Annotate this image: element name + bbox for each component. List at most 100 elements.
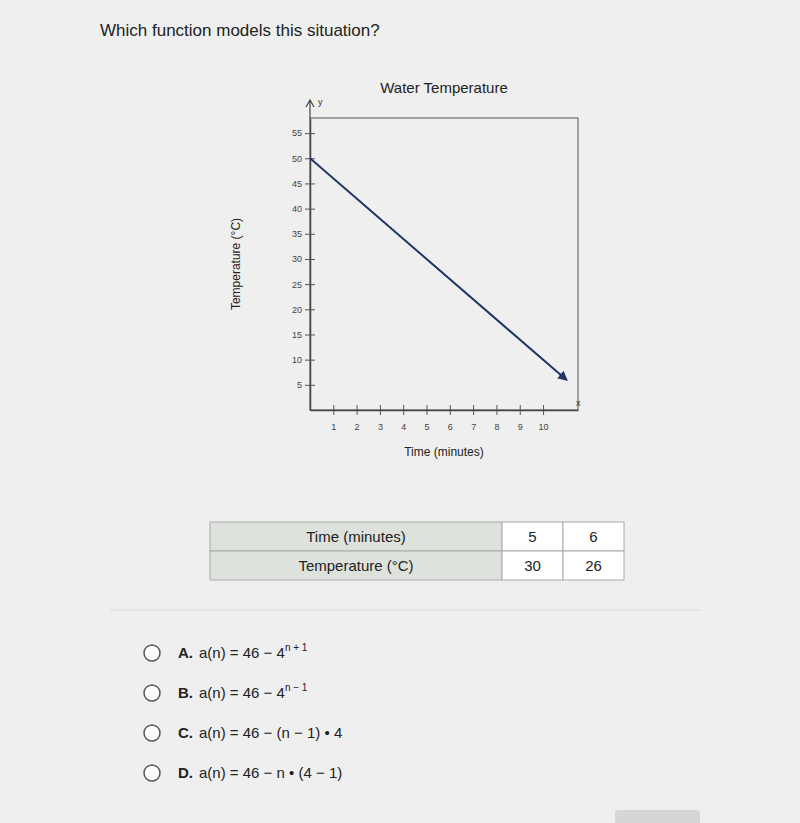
table-text: Temperature (°C) (298, 557, 413, 574)
option-expression: a(n) = 46 − 4 (199, 684, 285, 701)
x-tick-mark (403, 405, 404, 415)
radio-button[interactable] (144, 765, 160, 781)
y-tick: 45 (292, 179, 315, 189)
option-letter: C. (178, 724, 193, 741)
x-tick-mark (380, 405, 381, 415)
option-letter: B. (178, 684, 193, 701)
x-tick-mark (473, 405, 474, 415)
x-tick-mark (333, 405, 334, 415)
y-tick-mark (305, 234, 315, 235)
y-axis-title: Temperature (°C) (229, 218, 243, 310)
radio-button[interactable] (144, 685, 160, 701)
table-cell (210, 522, 502, 551)
option-text[interactable]: D.a(n) = 46 − n • (4 − 1) (178, 764, 342, 781)
option: A.a(n) = 46 − 4n + 1 (144, 642, 308, 661)
y-tick-mark (305, 209, 315, 210)
x-tick-label: 1 (331, 422, 336, 432)
table-text: 26 (585, 557, 602, 574)
y-tick-label: 15 (292, 330, 302, 340)
x-tick-label: 7 (471, 422, 476, 432)
x-tick: 10 (539, 405, 549, 432)
page: Which function models this situation?Wat… (0, 0, 800, 823)
y-tick-mark (305, 259, 315, 260)
axis-letter: y (318, 97, 323, 107)
y-tick-mark (305, 284, 315, 285)
x-tick-label: 8 (494, 422, 499, 432)
option-exponent: n − 1 (285, 682, 308, 693)
y-tick: 10 (292, 355, 315, 365)
y-tick-label: 35 (292, 229, 302, 239)
x-tick-label: 5 (425, 422, 430, 432)
table-text: Time (minutes) (306, 528, 405, 545)
y-tick-mark (305, 183, 315, 184)
y-tick: 15 (292, 330, 315, 340)
x-tick-mark (450, 405, 451, 415)
table: Time (minutes)56Temperature (°C)3026 (210, 522, 624, 580)
x-tick: 4 (401, 405, 406, 432)
x-tick: 7 (471, 405, 476, 432)
plot-area (310, 158, 566, 380)
x-tick-mark (357, 405, 358, 415)
x-tick: 1 (331, 405, 336, 432)
option-expression: a(n) = 46 − (n − 1) • 4 (199, 724, 342, 741)
table-cell (502, 522, 563, 551)
x-tick: 3 (378, 405, 383, 432)
x-tick: 5 (425, 405, 430, 432)
button[interactable] (615, 810, 700, 823)
x-tick: 9 (518, 405, 523, 432)
y-tick-label: 25 (292, 280, 302, 290)
option-text[interactable]: A.a(n) = 46 − 4n + 1 (178, 642, 308, 661)
y-tick: 30 (292, 254, 315, 264)
y-axis-arrow (306, 100, 314, 118)
option: B. a(n) = 46 − 4n − 1 (144, 682, 308, 701)
y-tick-label: 45 (292, 179, 302, 189)
y-tick: 40 (292, 204, 315, 214)
radio-button[interactable] (144, 725, 160, 741)
y-tick-label: 5 (297, 380, 302, 390)
option-letter: A. (178, 644, 193, 661)
data-line (310, 158, 566, 380)
x-tick-label: 9 (518, 422, 523, 432)
y-tick: 35 (292, 229, 315, 239)
option-text[interactable]: C. a(n) = 46 − (n − 1) • 4 (178, 724, 342, 741)
table-text: 5 (528, 528, 536, 545)
option-exponent: n + 1 (285, 642, 308, 653)
y-tick-label: 55 (292, 128, 302, 138)
y-tick-label: 50 (292, 154, 302, 164)
x-tick-label: 3 (378, 422, 383, 432)
axis-letter: x (576, 398, 581, 408)
x-tick-label: 2 (355, 422, 360, 432)
y-axis: 5 10 15 20 25 30 35 40 45 50 55 (292, 119, 315, 411)
separator (110, 610, 700, 611)
y-tick-label: 20 (292, 305, 302, 315)
x-tick: 2 (355, 405, 360, 432)
option: D.a(n) = 46 − n • (4 − 1) (144, 764, 342, 781)
y-tick-label: 30 (292, 254, 302, 264)
y-tick: 5 (297, 380, 315, 390)
y-tick: 55 (292, 128, 315, 138)
option-expression: a(n) = 46 − n • (4 − 1) (199, 764, 342, 781)
radio-button[interactable] (144, 645, 160, 661)
y-tick-label: 40 (292, 204, 302, 214)
y-tick-mark (305, 334, 315, 335)
y-tick: 20 (292, 305, 315, 315)
table-cell (563, 522, 624, 551)
y-tick-mark (305, 133, 315, 134)
chart-title: Water Temperature (380, 79, 508, 96)
option: C. a(n) = 46 − (n − 1) • 4 (144, 724, 342, 741)
x-axis-title: Time (minutes) (404, 445, 484, 459)
x-tick-mark (427, 405, 428, 415)
x-tick-mark (543, 405, 544, 415)
x-tick-mark (520, 405, 521, 415)
table-cell (502, 551, 563, 580)
y-tick-mark (305, 385, 315, 386)
chart: Water Temperature12345678910510152025303… (229, 79, 581, 459)
x-axis-line (311, 410, 579, 412)
x-tick-label: 4 (401, 422, 406, 432)
option-text[interactable]: B. a(n) = 46 − 4n − 1 (178, 682, 308, 701)
x-axis: 1 2 3 4 5 6 7 8 9 10 (311, 405, 579, 432)
y-axis-line (310, 119, 312, 411)
x-tick-label: 6 (448, 422, 453, 432)
plot-frame (310, 118, 578, 410)
y-tick-label: 10 (292, 355, 302, 365)
